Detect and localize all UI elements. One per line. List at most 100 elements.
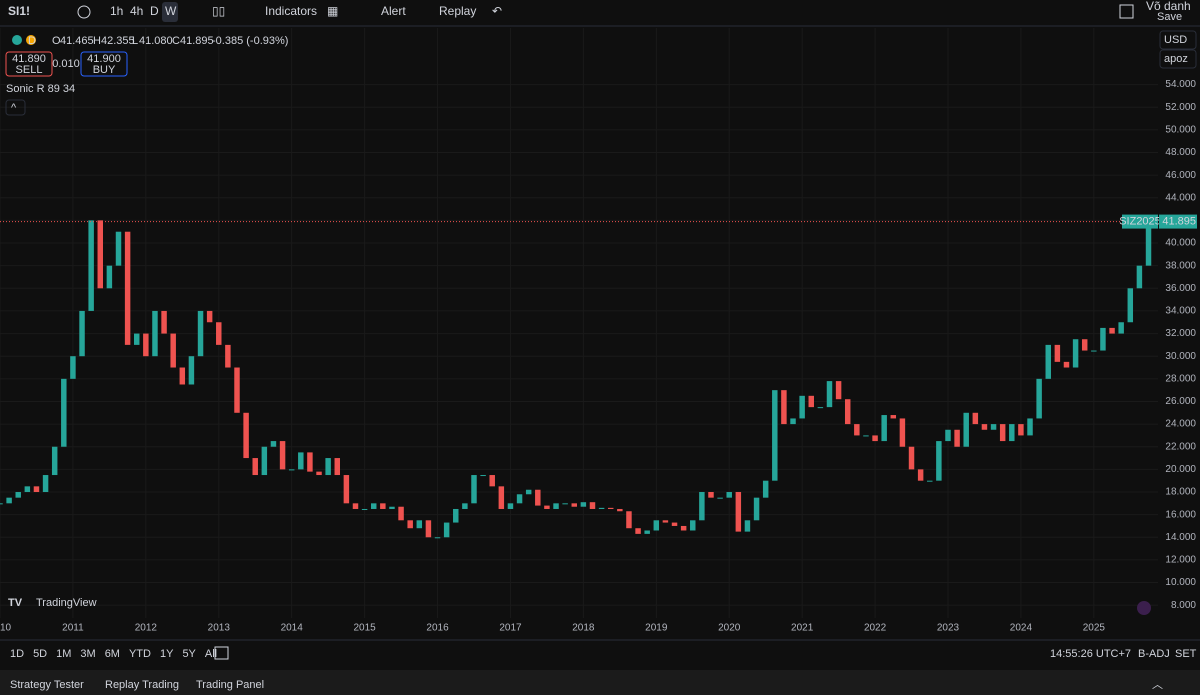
candle	[416, 520, 423, 529]
candle	[434, 537, 441, 539]
y-tick-label: 32.000	[1165, 328, 1196, 339]
window-icon[interactable]	[1119, 4, 1134, 19]
add-symbol[interactable]	[77, 5, 91, 19]
range-button[interactable]: 1Y	[160, 648, 174, 660]
goto-date[interactable]	[214, 646, 229, 660]
candle	[243, 412, 249, 459]
candle	[380, 503, 386, 509]
candle	[762, 480, 769, 498]
session[interactable]: SET	[1175, 648, 1197, 660]
candle	[33, 486, 40, 493]
candle	[1054, 344, 1061, 362]
candle	[252, 458, 258, 476]
candle	[0, 503, 3, 505]
alert[interactable]: Alert	[381, 4, 406, 18]
y-tick-label: 30.000	[1165, 351, 1196, 362]
layout-icon[interactable]: ▦	[327, 4, 338, 18]
interval[interactable]: 1h	[110, 4, 123, 18]
candle	[690, 520, 696, 531]
interval-dot	[26, 35, 36, 45]
candle	[334, 458, 340, 476]
spread: 0.010	[52, 58, 80, 70]
candle	[644, 530, 650, 534]
x-tick-label: 2024	[1010, 623, 1033, 634]
candle	[270, 441, 277, 447]
candle	[1045, 344, 1051, 379]
candle	[844, 399, 851, 425]
interval[interactable]: W	[165, 4, 177, 18]
candle	[389, 506, 395, 509]
legend-l: 41.080	[139, 35, 173, 47]
y-tick-label: 28.000	[1165, 373, 1196, 384]
candle	[945, 429, 951, 442]
panel-tab[interactable]: Replay Trading	[105, 679, 179, 691]
candle	[1136, 265, 1143, 289]
candle	[808, 395, 814, 408]
x-tick-label: 2011	[62, 623, 84, 634]
chart-type-icon[interactable]: ▯▯	[212, 4, 225, 18]
candle	[1145, 221, 1152, 266]
candle	[197, 310, 204, 357]
symbol[interactable]: SI1!	[8, 4, 30, 18]
legend-interval: D	[28, 35, 36, 47]
range-button[interactable]: 1M	[56, 648, 71, 660]
collapse-button[interactable]	[5, 99, 26, 116]
range-buttons: 1D 5D 1M 3M 6M YTD 1Y 5Y All	[10, 648, 217, 660]
replay[interactable]: Replay	[439, 4, 476, 18]
sell-label[interactable]: SELL	[16, 64, 43, 76]
candle	[626, 511, 632, 529]
legend-l-label: L	[132, 35, 138, 47]
candle	[15, 492, 21, 498]
lightning-icon[interactable]	[1137, 601, 1151, 615]
clock: 14:55:26 UTC+7	[1050, 648, 1131, 660]
currency-button[interactable]	[1159, 30, 1197, 50]
buy-price[interactable]: 41.900	[87, 53, 121, 65]
range-button[interactable]: YTD	[129, 648, 151, 660]
currency[interactable]: USD	[1164, 34, 1187, 46]
sell-price[interactable]: 41.890	[12, 53, 46, 65]
indicators[interactable]: Indicators	[265, 4, 317, 18]
candle	[562, 503, 568, 505]
candle	[662, 520, 669, 523]
y-tick-label: 40.000	[1165, 238, 1196, 249]
candle	[881, 415, 887, 442]
panel-tab[interactable]: Strategy Tester	[10, 679, 84, 691]
candle	[607, 507, 614, 509]
scale-mode[interactable]: apoz	[1164, 53, 1188, 65]
sell-button[interactable]	[5, 51, 53, 77]
panel-tab[interactable]: Trading Panel	[196, 679, 264, 691]
range-button[interactable]: 1D	[10, 648, 24, 660]
range-button[interactable]: 5Y	[182, 648, 196, 660]
save[interactable]: Save	[1157, 11, 1182, 23]
candle	[279, 441, 286, 470]
candle	[553, 503, 559, 509]
y-tick-label: 52.000	[1165, 102, 1196, 113]
buy-button[interactable]	[80, 51, 128, 77]
legend-h-label: H	[93, 35, 101, 47]
user-name[interactable]: Võ danh	[1146, 0, 1191, 13]
legend-c: 41.895	[180, 35, 214, 47]
collapse-icon[interactable]: ^	[11, 102, 17, 114]
y-tick-label: 8.000	[1171, 600, 1196, 611]
candle	[972, 412, 979, 425]
adjust[interactable]: B-ADJ	[1138, 648, 1170, 660]
candle	[124, 231, 131, 345]
range-button[interactable]: 5D	[33, 648, 47, 660]
x-tick-label: 2012	[135, 623, 158, 634]
range-button[interactable]: All	[205, 648, 217, 660]
interval[interactable]: 4h	[130, 4, 143, 18]
interval[interactable]: D	[150, 4, 159, 18]
candle	[717, 497, 723, 499]
undo[interactable]: ↶	[492, 4, 502, 18]
scale-button[interactable]	[1159, 49, 1197, 69]
panel-toggle[interactable]: ︿	[1152, 679, 1163, 691]
candle	[917, 469, 924, 481]
buy-label[interactable]: BUY	[93, 64, 116, 76]
candle	[680, 525, 687, 531]
range-button[interactable]: 6M	[105, 648, 120, 660]
interval-active	[162, 2, 178, 22]
candle	[835, 381, 842, 400]
status-dot	[12, 35, 22, 45]
y-tick-label: 34.000	[1165, 306, 1196, 317]
range-button[interactable]: 3M	[80, 648, 95, 660]
